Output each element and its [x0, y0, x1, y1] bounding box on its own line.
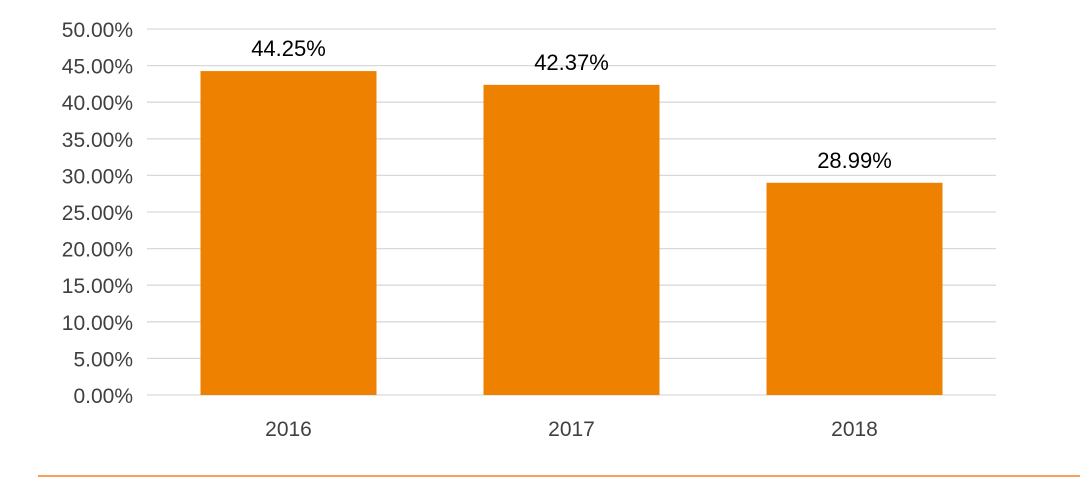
- y-tick-label: 5.00%: [73, 348, 133, 371]
- y-tick-label: 20.00%: [62, 239, 133, 262]
- y-tick-label: 40.00%: [62, 92, 133, 115]
- y-tick-label: 50.00%: [62, 19, 133, 42]
- data-label-2017: 42.37%: [534, 50, 609, 75]
- y-tick-label: 25.00%: [62, 202, 133, 225]
- y-tick-label: 0.00%: [73, 385, 133, 408]
- y-tick-label: 45.00%: [62, 56, 133, 79]
- y-tick-label: 15.00%: [62, 275, 133, 298]
- bars: [200, 71, 943, 396]
- bar-2016: [200, 71, 377, 395]
- y-tick-label: 35.00%: [62, 129, 133, 152]
- x-tick-label-2016: 2016: [265, 418, 312, 441]
- data-labels: 44.25% 42.37% 28.99%: [251, 36, 892, 173]
- data-label-2016: 44.25%: [251, 36, 326, 61]
- x-axis-tick-labels: 2016 2017 2018: [265, 418, 878, 441]
- data-label-2018: 28.99%: [817, 148, 892, 173]
- bar-2017: [483, 84, 660, 396]
- bar-2018: [766, 182, 943, 395]
- y-axis-tick-labels: 0.00% 5.00% 10.00% 15.00% 20.00% 25.00% 30.00%…: [62, 19, 133, 408]
- x-tick-label-2017: 2017: [548, 418, 595, 441]
- y-tick-label: 10.00%: [62, 312, 133, 335]
- x-tick-label-2018: 2018: [831, 418, 878, 441]
- y-tick-label: 30.00%: [62, 165, 133, 188]
